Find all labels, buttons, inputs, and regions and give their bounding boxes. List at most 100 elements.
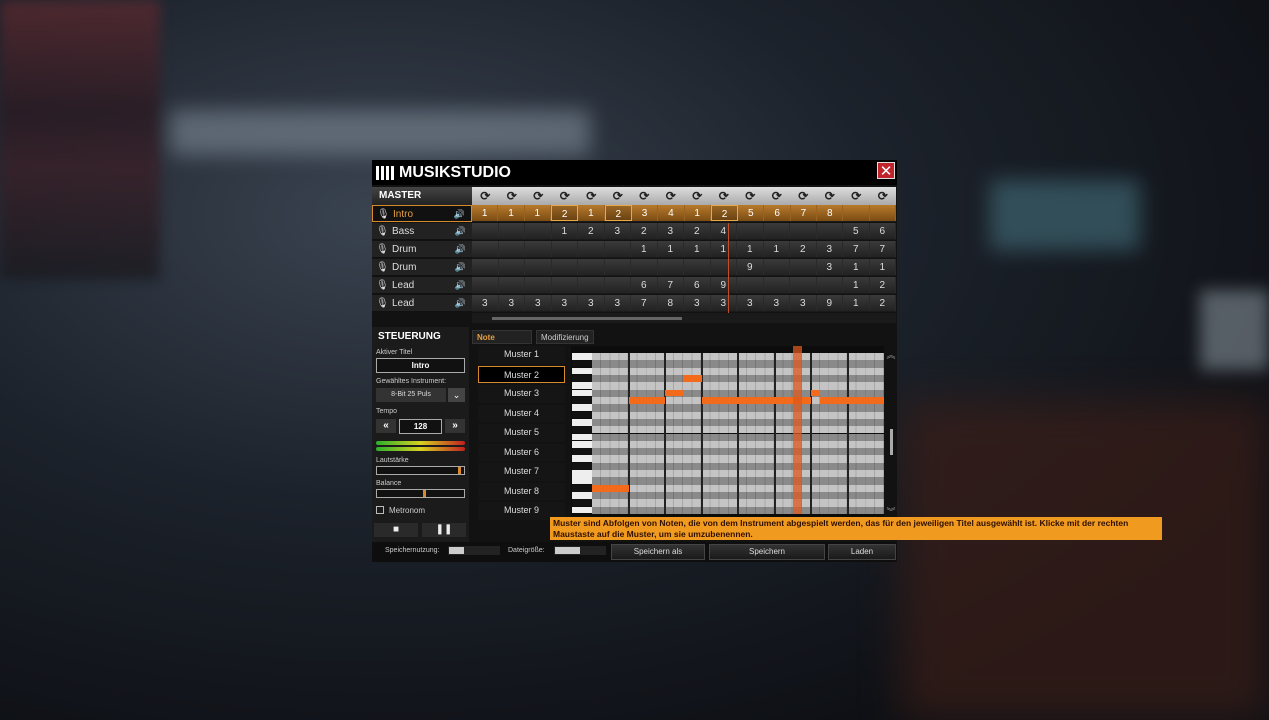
- instrument-select[interactable]: 8-Bit 25 Puls: [376, 388, 446, 402]
- pattern-slot[interactable]: 1: [684, 241, 711, 257]
- note[interactable]: [592, 485, 629, 492]
- loop-icon[interactable]: ⟳: [718, 189, 729, 203]
- loop-icon[interactable]: ⟳: [877, 189, 888, 203]
- loop-icon[interactable]: ⟳: [665, 189, 676, 203]
- piano-key[interactable]: [572, 389, 592, 397]
- volume-slider[interactable]: [376, 466, 465, 475]
- pattern-slot[interactable]: [737, 223, 764, 239]
- track-lead[interactable]: 🎙 Lead 🔊: [372, 277, 472, 294]
- balance-slider[interactable]: [376, 489, 465, 498]
- pattern-slot[interactable]: [711, 259, 737, 275]
- pattern-slot[interactable]: 3: [632, 205, 659, 221]
- pattern-slot[interactable]: [472, 277, 499, 293]
- pattern-slot[interactable]: 3: [764, 295, 790, 311]
- pattern-slot[interactable]: 1: [870, 259, 896, 275]
- pattern-slot[interactable]: 1: [843, 277, 870, 293]
- piano-key[interactable]: [572, 484, 592, 492]
- pattern-slot[interactable]: [817, 277, 843, 293]
- loop-icon[interactable]: ⟳: [533, 189, 544, 203]
- pattern-slot[interactable]: [525, 223, 552, 239]
- pattern-slot[interactable]: 2: [790, 241, 817, 257]
- pattern-slot[interactable]: 1: [843, 259, 870, 275]
- note[interactable]: [665, 390, 684, 397]
- pattern-slot[interactable]: 1: [525, 205, 551, 221]
- pattern-slot[interactable]: 2: [710, 205, 739, 221]
- pattern-slot[interactable]: [499, 259, 525, 275]
- tempo-field[interactable]: 128: [399, 419, 442, 434]
- piano-key[interactable]: [572, 411, 592, 419]
- pattern-slot[interactable]: [737, 277, 764, 293]
- track-drum[interactable]: 🎙 Drum 🔊: [372, 259, 472, 276]
- piano-key[interactable]: [572, 374, 592, 382]
- pattern-slot[interactable]: [499, 277, 525, 293]
- pattern-slot[interactable]: 3: [525, 295, 552, 311]
- pattern-slot[interactable]: 3: [711, 295, 737, 311]
- pattern-slot[interactable]: 3: [658, 223, 684, 239]
- pattern-slot[interactable]: 3: [684, 295, 711, 311]
- pattern-slot[interactable]: 7: [658, 277, 684, 293]
- pattern-slot[interactable]: [790, 277, 817, 293]
- vertical-scrollbar[interactable]: ︽ ︾: [886, 348, 896, 518]
- pattern-slot[interactable]: [870, 205, 896, 221]
- pattern-slot[interactable]: 2: [631, 223, 658, 239]
- pattern-slot[interactable]: [472, 223, 499, 239]
- balance-handle[interactable]: [423, 490, 427, 497]
- scroll-up-icon[interactable]: ︽: [886, 350, 896, 360]
- scroll-thumb[interactable]: [492, 317, 682, 320]
- scroll-down-icon[interactable]: ︾: [886, 507, 896, 517]
- pattern-slot[interactable]: 2: [870, 295, 896, 311]
- speaker-icon[interactable]: 🔊: [454, 226, 466, 236]
- pattern-slot[interactable]: [552, 241, 578, 257]
- piano-key[interactable]: [572, 396, 592, 404]
- piano-key[interactable]: [572, 418, 592, 426]
- pattern-slot[interactable]: 3: [472, 295, 499, 311]
- save-as-button[interactable]: Speichern als: [611, 544, 705, 560]
- pattern-slot[interactable]: 9: [711, 277, 737, 293]
- loop-icon[interactable]: ⟳: [506, 189, 517, 203]
- tempo-decrease-button[interactable]: «: [376, 419, 396, 433]
- pattern-slot[interactable]: [684, 259, 711, 275]
- tab-note[interactable]: Note: [472, 330, 532, 344]
- piano-key[interactable]: [572, 448, 592, 455]
- note[interactable]: [811, 390, 821, 397]
- pattern-slot[interactable]: 7: [870, 241, 896, 257]
- pattern-slot[interactable]: 3: [817, 241, 843, 257]
- loop-icon[interactable]: ⟳: [745, 189, 756, 203]
- loop-icon[interactable]: ⟳: [612, 189, 623, 203]
- pattern-slot[interactable]: 2: [870, 277, 896, 293]
- scroll-thumb[interactable]: [889, 429, 893, 455]
- load-button[interactable]: Laden: [828, 544, 896, 560]
- speaker-icon[interactable]: 🔊: [454, 298, 466, 308]
- pattern-slot[interactable]: 1: [764, 241, 790, 257]
- tempo-increase-button[interactable]: »: [445, 419, 465, 433]
- pattern-slot[interactable]: 6: [870, 223, 896, 239]
- loop-icon[interactable]: ⟳: [559, 189, 570, 203]
- track-lead[interactable]: 🎙 Lead 🔊: [372, 295, 472, 312]
- pattern-slot[interactable]: [578, 241, 605, 257]
- pattern-slot[interactable]: [605, 241, 631, 257]
- pattern-slot[interactable]: 7: [843, 241, 870, 257]
- piano-key[interactable]: [572, 404, 592, 412]
- pattern-slot[interactable]: 3: [737, 295, 764, 311]
- piano-key[interactable]: [572, 360, 592, 368]
- pattern-slot[interactable]: [764, 277, 790, 293]
- piano-key[interactable]: [572, 470, 592, 477]
- pattern-slot[interactable]: [525, 259, 552, 275]
- pattern-item[interactable]: Muster 6: [478, 443, 565, 461]
- loop-icon[interactable]: ⟳: [851, 189, 862, 203]
- piano-key[interactable]: [572, 382, 592, 390]
- pattern-slot[interactable]: 1: [552, 223, 578, 239]
- pattern-item[interactable]: Muster 5: [478, 424, 565, 442]
- speaker-icon[interactable]: 🔊: [453, 209, 465, 219]
- close-button[interactable]: ✕: [877, 162, 895, 180]
- chevron-down-icon[interactable]: ⌄: [448, 388, 465, 402]
- track-intro[interactable]: 🎙 Intro 🔊: [372, 205, 472, 222]
- pattern-item[interactable]: Muster 9: [478, 502, 565, 520]
- loop-icon[interactable]: ⟳: [480, 189, 491, 203]
- pattern-slot[interactable]: 1: [843, 295, 870, 311]
- loop-icon[interactable]: ⟳: [586, 189, 597, 203]
- tab-modifizierung[interactable]: Modifizierung: [536, 330, 594, 344]
- pattern-slot[interactable]: 1: [498, 205, 525, 221]
- pattern-slot[interactable]: [843, 205, 870, 221]
- save-button[interactable]: Speichern: [709, 544, 825, 560]
